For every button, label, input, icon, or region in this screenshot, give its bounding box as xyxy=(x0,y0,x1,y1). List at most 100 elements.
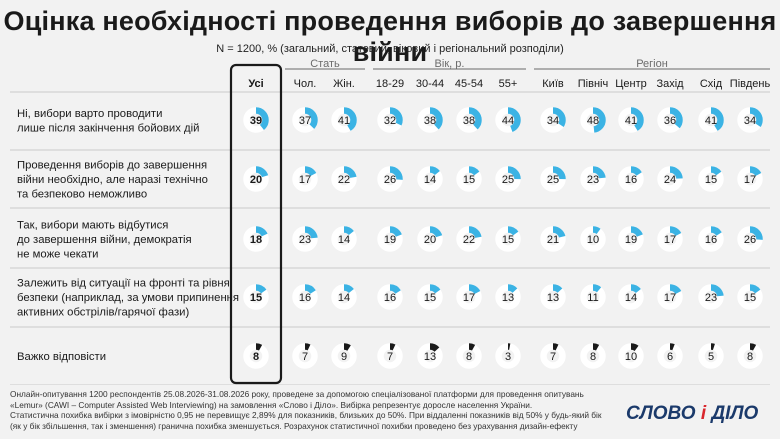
donut-value-arc xyxy=(657,107,683,133)
donut-value-label: 14 xyxy=(338,292,350,304)
donut-value-label: 21 xyxy=(547,234,559,246)
donut-value-label: 18 xyxy=(250,234,262,246)
row-label: Залежить від ситуації на фронті та рівня xyxy=(17,278,230,290)
donut-value-arc xyxy=(243,107,269,133)
donut-value-arc xyxy=(456,107,482,133)
donut-value-arc xyxy=(618,226,644,252)
column-header: Схід xyxy=(700,78,723,90)
donut-value-label: 6 xyxy=(667,351,673,363)
column-header: Південь xyxy=(730,78,771,90)
donut-value-arc xyxy=(456,343,482,369)
column-header: Жін. xyxy=(333,78,355,90)
donut-value-arc xyxy=(495,284,521,310)
donut-value-arc xyxy=(698,284,724,310)
donut-value-label: 14 xyxy=(424,174,436,186)
column-header: 45-54 xyxy=(455,78,483,90)
column-header: Київ xyxy=(542,78,564,90)
donut-value-arc xyxy=(292,343,318,369)
donut-value-arc xyxy=(657,284,683,310)
donut-value-label: 23 xyxy=(705,292,717,304)
donut-value-label: 7 xyxy=(550,351,556,363)
donut-value-label: 17 xyxy=(463,292,475,304)
donut-value-arc xyxy=(243,284,269,310)
donut-value-arc xyxy=(377,343,403,369)
donut-value-label: 22 xyxy=(463,234,475,246)
donut-value-arc xyxy=(417,107,443,133)
donut-value-label: 13 xyxy=(502,292,514,304)
column-header: Захід xyxy=(656,78,684,90)
footnote-line: «Lemur» (CAWI – Computer Assisted Web In… xyxy=(10,399,533,410)
donut-value-arc xyxy=(292,226,318,252)
donut-value-arc xyxy=(331,226,357,252)
donut-value-label: 15 xyxy=(424,292,436,304)
donut-value-arc xyxy=(456,226,482,252)
donut-value-arc xyxy=(377,107,403,133)
donut-value-label: 19 xyxy=(625,234,637,246)
donut-value-label: 24 xyxy=(664,174,676,186)
row-label: війни необхідно, але наразі технічно xyxy=(17,174,208,186)
donut-value-label: 13 xyxy=(424,351,436,363)
column-header: 30-44 xyxy=(416,78,444,90)
donut-value-label: 16 xyxy=(299,292,311,304)
donut-value-label: 15 xyxy=(502,234,514,246)
group-label: Регіон xyxy=(636,58,668,70)
donut-value-label: 5 xyxy=(708,351,714,363)
donut-value-label: 22 xyxy=(338,174,350,186)
column-header: Усі xyxy=(248,78,263,90)
donut-value-label: 15 xyxy=(744,292,756,304)
column-header: Чол. xyxy=(294,78,317,90)
donut-value-label: 16 xyxy=(625,174,637,186)
column-header: Центр xyxy=(615,78,647,90)
donut-value-arc xyxy=(495,166,521,192)
donut-value-arc xyxy=(698,166,724,192)
donut-value-arc xyxy=(331,107,357,133)
donut-value-label: 8 xyxy=(590,351,596,363)
donut-value-arc xyxy=(292,166,318,192)
donut-value-arc xyxy=(331,166,357,192)
donut-value-label: 17 xyxy=(664,292,676,304)
donut-value-arc xyxy=(540,166,566,192)
donut-value-label: 15 xyxy=(705,174,717,186)
donut-value-label: 37 xyxy=(299,115,311,127)
column-header: Північ xyxy=(578,78,608,90)
donut-value-label: 41 xyxy=(338,115,350,127)
group-label: Стать xyxy=(310,58,340,70)
footnote-line: Онлайн-опитування 1200 респондентів 25.0… xyxy=(10,389,584,399)
donut-value-arc xyxy=(737,343,763,369)
donut-value-label: 3 xyxy=(505,351,511,363)
donut-value-arc xyxy=(737,107,763,133)
subtitle: N = 1200, % (загальний, статевий, вікови… xyxy=(216,43,564,55)
donut-value-arc xyxy=(540,107,566,133)
donut-value-arc xyxy=(417,226,443,252)
total-column-frame xyxy=(229,63,283,385)
row-label: Важко відповісти xyxy=(17,351,106,363)
donut-value-label: 9 xyxy=(341,351,347,363)
donut-value-label: 16 xyxy=(384,292,396,304)
donut-value-label: 48 xyxy=(587,115,599,127)
donut-value-label: 11 xyxy=(587,292,598,304)
donut-value-label: 20 xyxy=(250,174,262,186)
donut-value-label: 25 xyxy=(547,174,559,186)
donut-value-label: 23 xyxy=(299,234,311,246)
donut-value-arc xyxy=(292,107,318,133)
footnote: Онлайн-опитування 1200 респондентів 25.0… xyxy=(10,389,610,431)
donut-value-arc xyxy=(618,284,644,310)
donut-value-label: 15 xyxy=(463,174,475,186)
column-header: 18-29 xyxy=(376,78,404,90)
donut-value-arc xyxy=(243,343,269,369)
donut-value-arc xyxy=(618,166,644,192)
donut-value-arc xyxy=(698,107,724,133)
donut-value-label: 20 xyxy=(424,234,436,246)
donut-value-label: 26 xyxy=(384,174,396,186)
donut-value-arc xyxy=(737,226,763,252)
chart: Стать Вік, р. Регіон Усі Чол. Жін. 18-29 30-44 4… xyxy=(10,58,771,385)
donut-value-label: 17 xyxy=(664,234,676,246)
footnote-line: (як у бік збільшення, так і зменшення) г… xyxy=(10,420,578,431)
donut-value-arc xyxy=(377,226,403,252)
donut-value-label: 8 xyxy=(747,351,753,363)
donut-value-arc xyxy=(377,284,403,310)
donut-value-arc xyxy=(456,166,482,192)
row-label: та безпеково неможливо xyxy=(17,189,147,201)
row-label: безпеки (наприклад, за умови припинення xyxy=(17,292,239,304)
donut-value-arc xyxy=(243,166,269,192)
